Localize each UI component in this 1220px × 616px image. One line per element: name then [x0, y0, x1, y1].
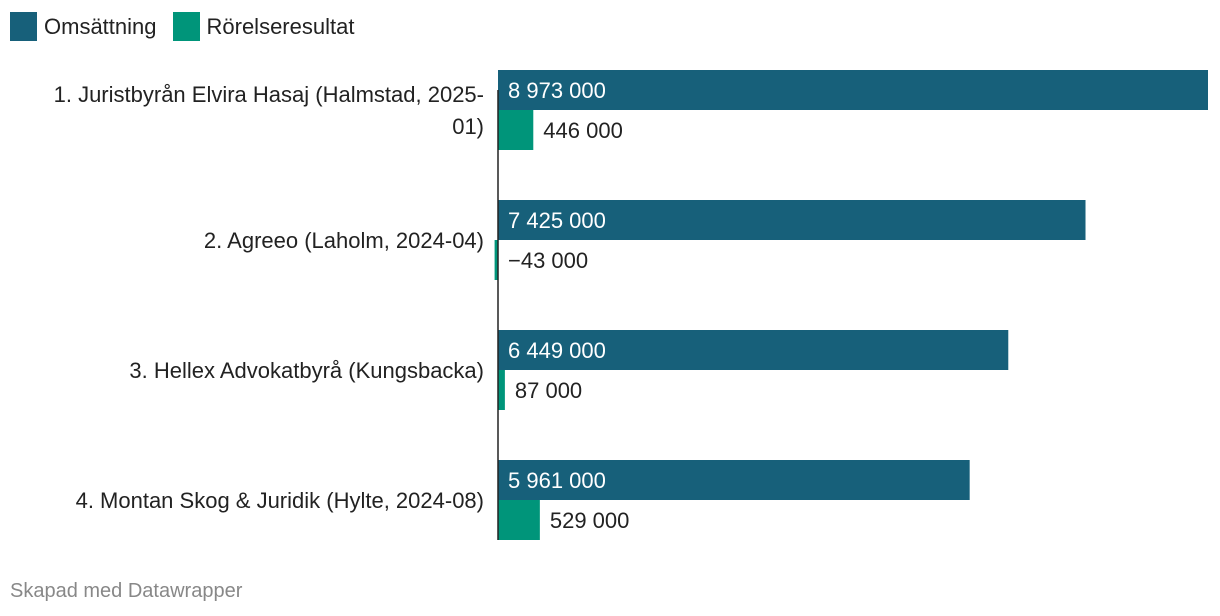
- legend-swatch-rorelseresultat: [172, 12, 200, 41]
- value-label-omsattning-2: 7 425 000: [508, 208, 606, 233]
- bar-rorelseresultat-2: [494, 240, 498, 280]
- legend-item-omsattning: Omsättning: [10, 12, 157, 41]
- bar-rorelseresultat-4: [498, 500, 540, 540]
- legend-swatch-omsattning: [10, 12, 37, 41]
- bar-omsattning-1: [498, 70, 1208, 110]
- bar-omsattning-4: [498, 460, 970, 500]
- bar-rorelseresultat-3: [498, 370, 505, 410]
- value-label-rorelseresultat-1: 446 000: [543, 118, 623, 143]
- bar-rorelseresultat-1: [498, 110, 534, 150]
- chart-legend: Omsättning Rörelseresultat: [10, 12, 370, 41]
- value-label-rorelseresultat-3: 87 000: [515, 378, 582, 403]
- value-label-omsattning-3: 6 449 000: [508, 338, 606, 363]
- category-label-1-line-1: 1. Juristbyrån Elvira Hasaj (Halmstad, 2…: [54, 82, 484, 107]
- value-label-omsattning-4: 5 961 000: [508, 468, 606, 493]
- category-label-1-line-2: 01): [452, 114, 484, 139]
- legend-label-omsattning: Omsättning: [44, 13, 157, 39]
- value-label-rorelseresultat-4: 529 000: [550, 508, 630, 533]
- value-label-omsattning-1: 8 973 000: [508, 78, 606, 103]
- bar-chart: 1. Juristbyrån Elvira Hasaj (Halmstad, 2…: [54, 70, 1208, 540]
- value-label-rorelseresultat-2: −43 000: [508, 248, 588, 273]
- category-label-2: 2. Agreeo (Laholm, 2024-04): [204, 228, 484, 253]
- credit-footer[interactable]: Skapad med Datawrapper: [10, 580, 243, 602]
- category-label-4: 4. Montan Skog & Juridik (Hylte, 2024-08…: [76, 488, 484, 513]
- legend-item-rorelseresultat: Rörelseresultat: [172, 12, 355, 41]
- bar-omsattning-2: [498, 200, 1086, 240]
- legend-label-rorelseresultat: Rörelseresultat: [206, 13, 355, 39]
- category-label-3: 3. Hellex Advokatbyrå (Kungsbacka): [129, 358, 484, 383]
- bar-omsattning-3: [498, 330, 1009, 370]
